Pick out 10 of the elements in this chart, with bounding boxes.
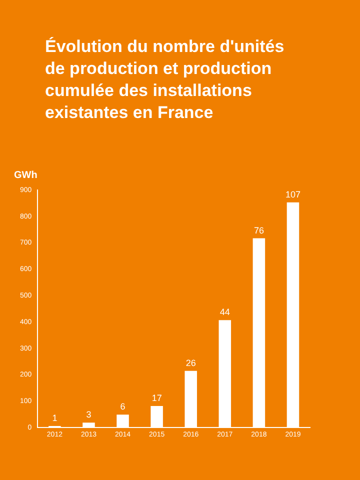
annotation: 107	[285, 189, 300, 200]
annotation: 76	[254, 225, 264, 236]
annotation: 44	[220, 307, 230, 318]
annotation: 3	[86, 410, 92, 420]
chart-title: Évolution du nombre d'unités de production et production cumulée des installations existantes en France	[45, 36, 286, 124]
annotation: 17	[152, 392, 162, 403]
annotation: 26	[186, 358, 196, 368]
annotation: 1	[52, 413, 58, 423]
y-axis-title: GWh	[14, 170, 38, 181]
annotation: 6	[120, 402, 126, 412]
